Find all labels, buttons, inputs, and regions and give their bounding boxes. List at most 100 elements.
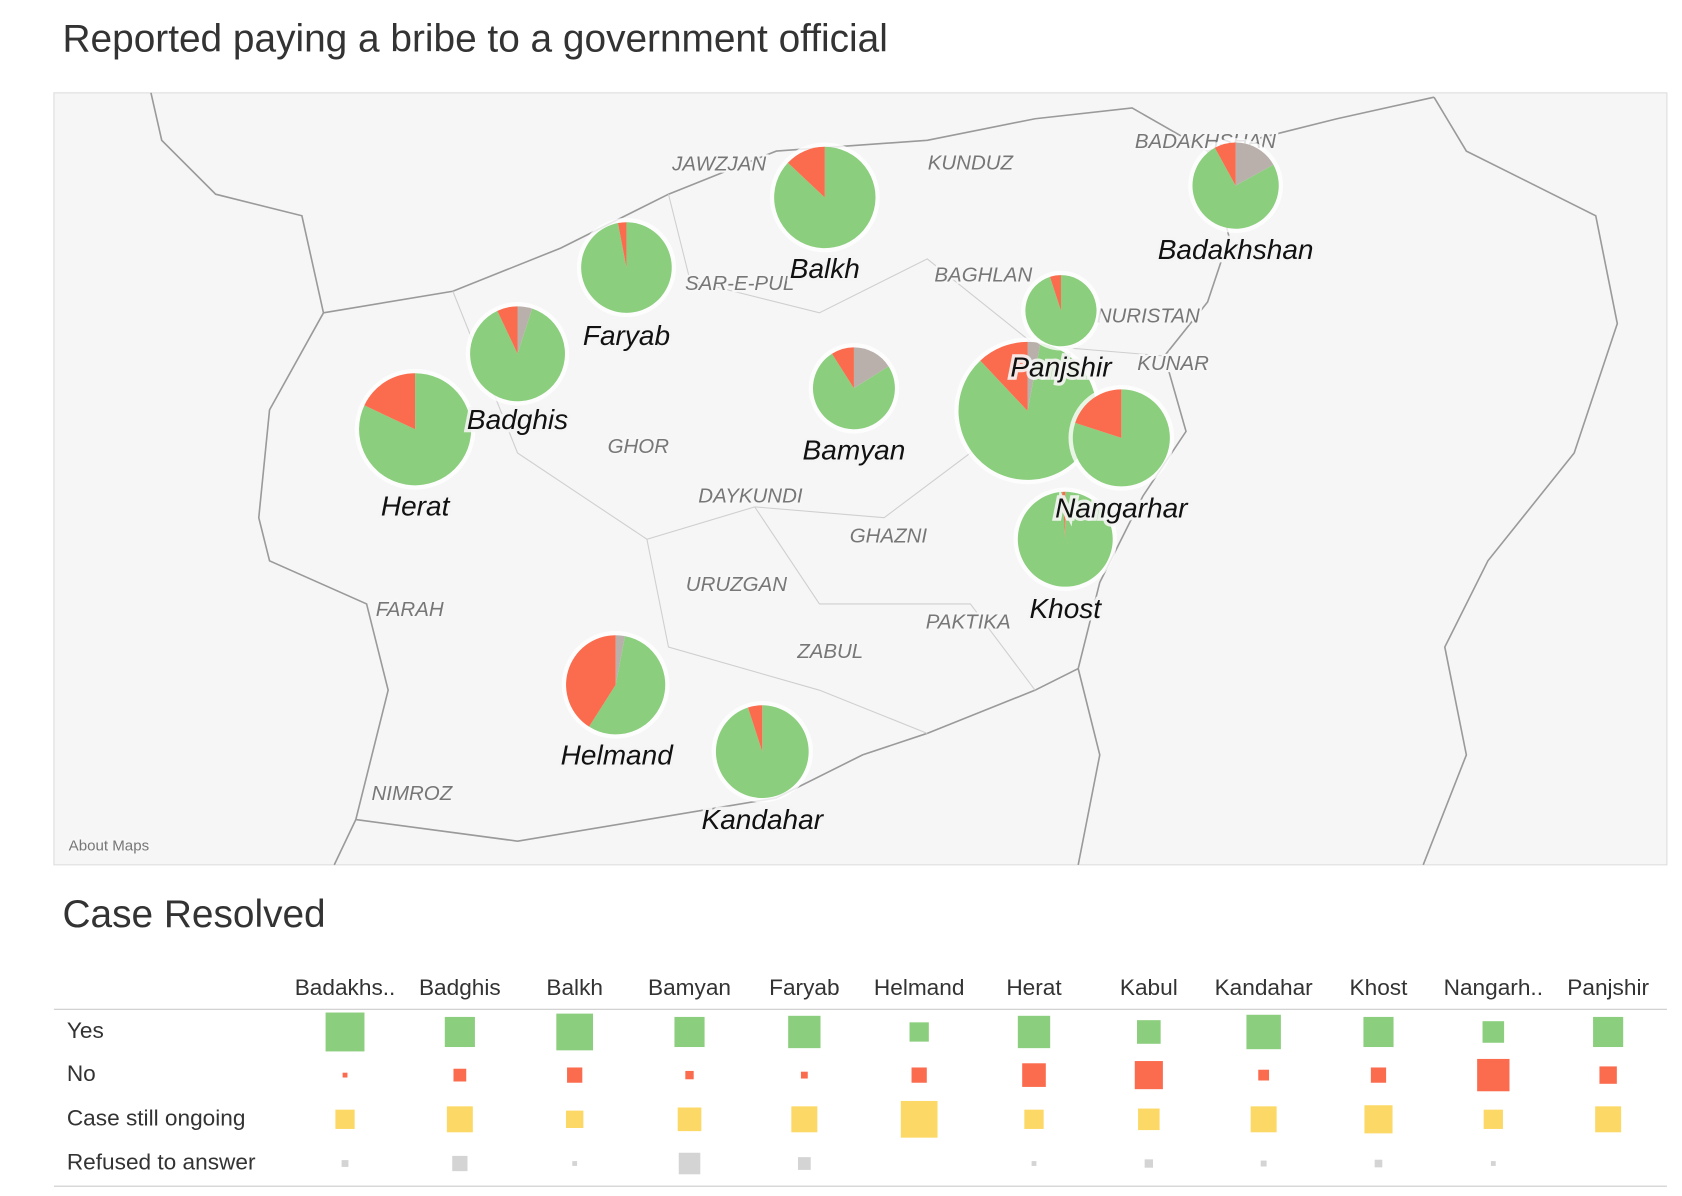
size-square <box>800 1071 808 1079</box>
size-square <box>452 1155 468 1172</box>
province-label: Faryab <box>583 320 670 351</box>
size-square <box>325 1012 365 1052</box>
size-square <box>1024 1109 1044 1129</box>
column-label: Badghis <box>419 975 501 1000</box>
column-label: Nangarh.. <box>1444 975 1543 1000</box>
size-square <box>1031 1161 1037 1166</box>
size-square <box>1144 1159 1154 1168</box>
pie-slice <box>359 373 472 486</box>
size-square <box>1246 1014 1281 1050</box>
pie-slice <box>589 636 666 735</box>
column-label: Kabul <box>1120 975 1178 1000</box>
column-label: Helmand <box>874 975 965 1000</box>
pie <box>1021 270 1101 351</box>
pie <box>354 368 476 490</box>
province-label: Panjshir <box>1010 351 1113 382</box>
map-label: JAWZJAN <box>671 153 766 176</box>
pie <box>1013 487 1118 591</box>
matrix-title: Case Resolved <box>63 893 326 936</box>
size-square <box>900 1100 938 1138</box>
size-square <box>788 1015 821 1049</box>
column-label: Badakhs.. <box>295 975 396 1000</box>
size-square <box>1250 1106 1277 1133</box>
pie-slice <box>581 222 672 313</box>
size-square <box>556 1013 594 1051</box>
size-square <box>797 1157 811 1170</box>
map-label: BAGHLAN <box>934 264 1032 287</box>
size-square <box>1370 1067 1387 1083</box>
map-label: GHOR <box>608 435 670 458</box>
map-label: ZABUL <box>796 640 863 663</box>
size-square <box>453 1068 467 1082</box>
row-label: Refused to answer <box>67 1150 256 1175</box>
pie-slice <box>980 341 1028 411</box>
pie-slice <box>1072 389 1170 487</box>
size-square <box>444 1016 475 1048</box>
size-square <box>1595 1106 1622 1133</box>
pie <box>808 343 900 434</box>
map-label: KUNDUZ <box>928 151 1015 174</box>
map-label: KUNAR <box>1137 352 1209 375</box>
province-label: Balkh <box>790 253 860 284</box>
pie-slice <box>853 347 889 389</box>
size-square <box>1363 1016 1394 1048</box>
size-square <box>1374 1159 1383 1168</box>
size-square <box>1138 1108 1160 1131</box>
pie-slice <box>566 635 616 727</box>
pie-slice <box>617 222 627 268</box>
pie-slice <box>715 705 809 799</box>
province-label: Herat <box>381 490 451 521</box>
size-square <box>446 1106 473 1133</box>
size-square <box>791 1106 818 1133</box>
size-square <box>911 1067 927 1083</box>
size-square <box>1477 1058 1510 1092</box>
map-label: GHAZNI <box>850 524 928 547</box>
pie <box>1188 138 1284 234</box>
pie-slice <box>1027 341 1041 411</box>
map-label: NIMROZ <box>372 782 454 805</box>
size-square <box>572 1161 578 1166</box>
map-label: NURISTAN <box>1097 305 1200 328</box>
column-label: Balkh <box>546 975 603 1000</box>
pie-slice <box>1062 491 1066 540</box>
pie-slice <box>958 343 1097 480</box>
pie <box>561 630 670 739</box>
pie-slice <box>831 347 854 389</box>
map-label: PAKTIKA <box>926 611 1011 634</box>
size-square <box>909 1022 929 1042</box>
pie-slice <box>470 308 565 402</box>
size-square <box>335 1109 355 1129</box>
pie-slice <box>364 373 416 430</box>
row-label: Yes <box>67 1018 104 1043</box>
pie-slice <box>517 306 533 354</box>
pie <box>465 302 570 406</box>
province-label: Kandahar <box>702 804 825 835</box>
size-square <box>1490 1161 1496 1166</box>
column-label: Herat <box>1006 975 1062 1000</box>
size-square <box>678 1152 701 1175</box>
map-borders <box>150 92 1619 866</box>
size-square <box>674 1016 705 1048</box>
pie-slice <box>812 353 895 430</box>
row-label: Case still ongoing <box>67 1105 246 1130</box>
pie <box>1068 385 1175 491</box>
size-square <box>1483 1109 1503 1129</box>
size-square <box>1017 1015 1051 1049</box>
map-label: URUZGAN <box>686 573 787 596</box>
province-label: Nangarhar <box>1055 493 1189 524</box>
pie-slice <box>1192 147 1279 229</box>
map-label: SAR-E-PUL <box>685 272 794 295</box>
size-square <box>1134 1061 1163 1090</box>
map-label: FARAH <box>376 598 444 621</box>
column-label: Khost <box>1350 975 1409 1000</box>
size-square <box>341 1160 349 1167</box>
pie-slice <box>1214 142 1236 186</box>
province-label: Bamyan <box>803 434 906 465</box>
size-square <box>1022 1063 1046 1087</box>
size-square <box>1482 1021 1505 1043</box>
province-label: Badakhshan <box>1158 234 1314 265</box>
map-label: DAYKUNDI <box>698 485 803 508</box>
pie-slice <box>1049 275 1061 311</box>
province-label: Helmand <box>561 739 675 770</box>
